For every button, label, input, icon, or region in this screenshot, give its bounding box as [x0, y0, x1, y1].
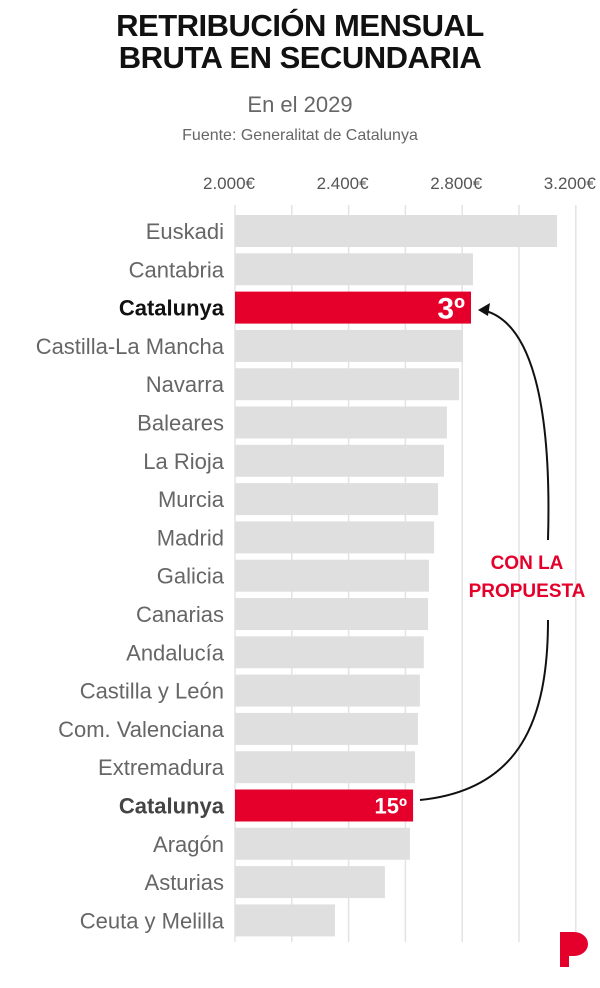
tick-label: 2.400€	[317, 174, 370, 193]
tick-label: 3.200€	[544, 174, 597, 193]
category-label: Madrid	[157, 525, 224, 550]
bar	[235, 253, 473, 286]
bar	[235, 483, 439, 516]
bar	[235, 521, 435, 554]
category-label: Aragón	[153, 832, 224, 857]
bar	[235, 291, 472, 324]
category-label: Ceuta y Melilla	[80, 908, 225, 933]
bar	[235, 751, 416, 784]
bar	[235, 329, 464, 362]
tick-label: 2.800€	[430, 174, 483, 193]
chart-title: RETRIBUCIÓN MENSUAL BRUTA EN SECUNDARIA	[0, 10, 600, 74]
category-label: Extremadura	[98, 755, 225, 780]
annotation-label: CON LA PROPUESTA	[452, 550, 600, 606]
category-label: Canarias	[136, 602, 224, 627]
category-label: Asturias	[145, 870, 224, 895]
bar	[235, 444, 445, 477]
bar	[235, 559, 429, 592]
bar	[235, 598, 429, 630]
annotation-arrow	[419, 309, 550, 801]
category-label: Catalunya	[119, 296, 225, 321]
logo-icon	[560, 932, 588, 967]
bar	[235, 827, 410, 860]
category-label: Catalunya	[119, 794, 225, 819]
bar-rank-label: 15º	[375, 794, 408, 819]
category-label: Euskadi	[146, 219, 224, 244]
category-label: Murcia	[158, 487, 225, 512]
annotation-line-2: PROPUESTA	[468, 581, 586, 602]
category-label: Baleares	[137, 411, 224, 436]
bar	[235, 866, 385, 899]
tick-label: 2.000€	[203, 174, 256, 193]
bar	[235, 789, 414, 822]
bar	[235, 712, 418, 745]
bar	[235, 904, 335, 937]
annotation-line-1: CON LA	[490, 553, 564, 574]
category-label: Galicia	[157, 564, 225, 589]
chart-subtitle: En el 2029	[247, 92, 353, 117]
category-label: Castilla y León	[80, 679, 224, 704]
arrowhead-icon	[478, 303, 490, 316]
bar	[235, 674, 420, 707]
bar-rank-label: 3º	[437, 293, 465, 326]
title-line-2: BRUTA EN SECUNDARIA	[118, 40, 482, 75]
category-label: Andalucía	[126, 640, 225, 665]
category-label: Castilla-La Mancha	[36, 334, 225, 359]
category-label: Cantabria	[129, 257, 225, 282]
bar	[235, 368, 460, 401]
title-line-1: RETRIBUCIÓN MENSUAL	[116, 8, 484, 43]
bar	[235, 636, 424, 669]
bar	[235, 406, 447, 439]
bar	[235, 215, 558, 247]
category-label: Navarra	[146, 372, 225, 397]
category-label: Com. Valenciana	[58, 717, 225, 742]
category-label: La Rioja	[143, 449, 224, 474]
chart-source: Fuente: Generalitat de Catalunya	[182, 127, 418, 144]
